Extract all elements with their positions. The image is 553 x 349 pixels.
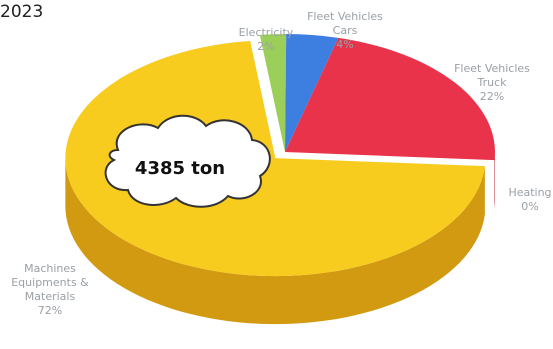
pie-labels: Electricity 2% Fleet Vehicles Cars 4% Fleet V… bbox=[11, 10, 551, 317]
pie-slice-side-4 bbox=[65, 158, 485, 325]
total-cloud: 4385 ton bbox=[104, 114, 271, 208]
pie-depth bbox=[65, 152, 495, 325]
pie-label-4: Machines Equipments & Materials 72% bbox=[11, 262, 89, 317]
pie-slice-2 bbox=[285, 37, 496, 161]
pie-slices bbox=[65, 34, 496, 277]
pie-slice-1 bbox=[285, 34, 339, 152]
pie-label-1: Fleet Vehicles Cars 4% bbox=[307, 10, 383, 51]
pie-label-2: Fleet Vehicles Truck 22% bbox=[454, 62, 530, 103]
pie-slice-0 bbox=[259, 34, 287, 152]
pie-label-3: Heating 0% bbox=[508, 186, 551, 213]
pie-label-0: Electricity 2% bbox=[239, 26, 294, 53]
cloud-shape bbox=[104, 114, 271, 208]
total-label: 4385 ton bbox=[135, 158, 225, 179]
pie-slice-4 bbox=[65, 40, 485, 277]
chart-year: 2023 bbox=[0, 2, 44, 22]
